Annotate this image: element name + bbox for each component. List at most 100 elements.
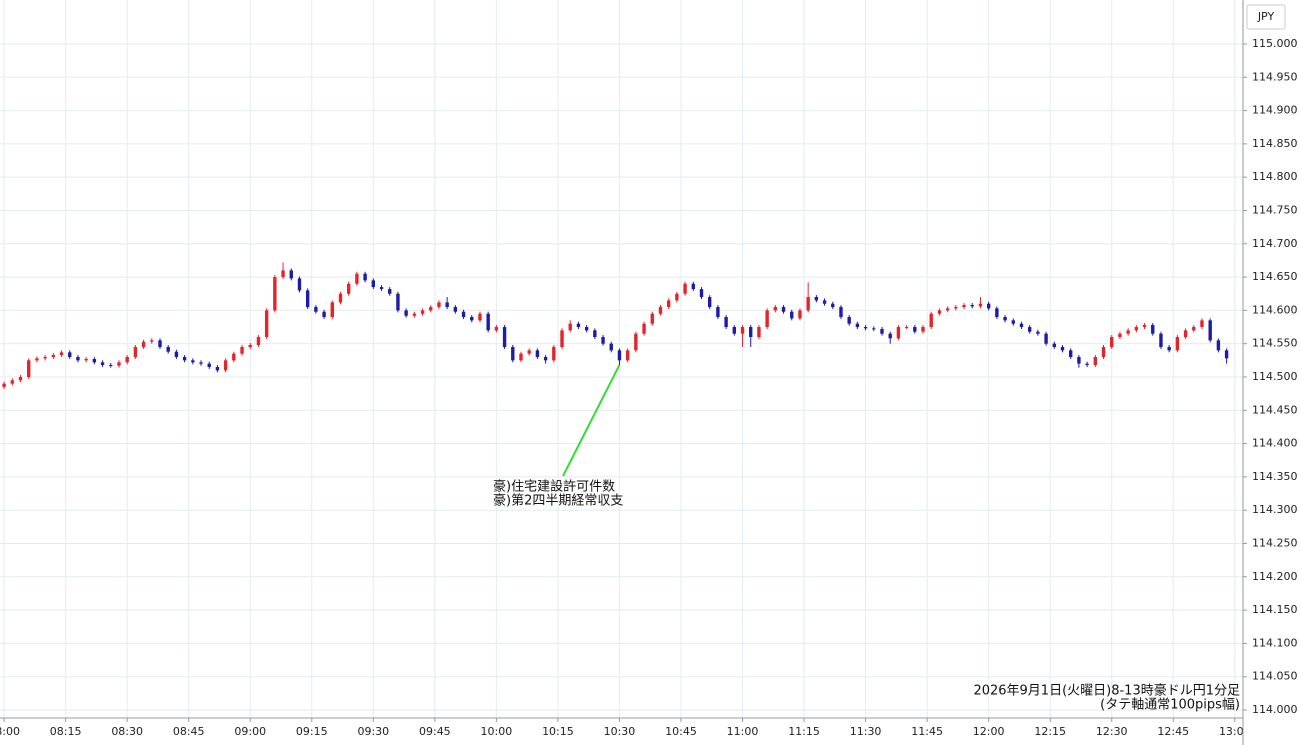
candle-body <box>207 363 211 367</box>
candle-body <box>1110 337 1114 348</box>
candle-body <box>675 293 679 301</box>
candle-body <box>822 300 827 304</box>
candle-body <box>552 347 556 361</box>
candle-body <box>199 362 203 364</box>
candle-body <box>724 317 728 328</box>
candle-body <box>1019 323 1024 328</box>
candle-body <box>305 290 310 308</box>
candle-body <box>568 323 572 331</box>
candle-body <box>1167 347 1171 351</box>
candle-body <box>281 270 285 278</box>
candle-body <box>109 364 113 366</box>
candle-body <box>256 337 261 346</box>
candle-body <box>691 283 695 290</box>
candle-body <box>240 347 244 354</box>
candles <box>2 262 1229 389</box>
y-tick-label: 114.900 <box>1252 104 1298 117</box>
candle-body <box>962 305 966 308</box>
candle-body <box>625 350 630 361</box>
candle-body <box>1159 333 1163 348</box>
candle-body <box>273 277 277 311</box>
candle-body <box>798 310 802 319</box>
x-tick-label: 10:00 <box>481 725 513 738</box>
candle-body <box>1224 350 1229 359</box>
y-tick-label: 114.300 <box>1252 503 1298 516</box>
candle-body <box>1085 363 1089 365</box>
candle-body <box>1027 327 1032 332</box>
candle-body <box>617 350 622 361</box>
candle-body <box>133 347 138 358</box>
candle-body <box>453 307 458 312</box>
candle-body <box>716 307 720 318</box>
candle-body <box>1060 347 1065 351</box>
y-tick-label: 114.800 <box>1252 170 1298 183</box>
candle-body <box>1036 331 1040 334</box>
candle-body <box>749 327 753 338</box>
candle-body <box>248 345 252 348</box>
candle-body <box>478 313 482 321</box>
candle-body <box>814 297 819 301</box>
x-tick-label: 13:00 <box>1219 725 1251 738</box>
candle-body <box>1183 330 1188 338</box>
y-tick-label: 114.400 <box>1252 437 1298 450</box>
candle-body <box>371 280 376 288</box>
y-tick-label: 114.200 <box>1252 570 1298 583</box>
y-tick-label: 114.600 <box>1252 303 1298 316</box>
candle-body <box>642 323 646 334</box>
candle-body <box>2 383 6 387</box>
candle-body <box>141 341 146 348</box>
candle-body <box>232 353 236 361</box>
candle-body <box>978 303 983 307</box>
y-tick-label: 114.050 <box>1252 670 1298 683</box>
candle-body <box>437 302 441 308</box>
candle-body <box>560 330 564 348</box>
candle-body <box>535 350 540 358</box>
candle-body <box>35 358 39 361</box>
candle-body <box>322 311 326 318</box>
candle-body <box>945 308 950 311</box>
candle-body <box>470 317 474 321</box>
x-tick-label: 11:30 <box>850 725 882 738</box>
candle-body <box>215 366 220 371</box>
candle-body <box>707 297 712 308</box>
candle-body <box>904 327 909 329</box>
candle-body <box>576 323 581 328</box>
y-tick-label: 115.000 <box>1252 37 1298 50</box>
candle-body <box>223 360 228 371</box>
candle-body <box>1216 340 1221 351</box>
candle-body <box>765 310 769 328</box>
candle-body <box>1200 320 1204 328</box>
candle-body <box>986 303 991 309</box>
candle-body <box>117 362 121 366</box>
candle-body <box>264 310 269 338</box>
candle-body <box>429 307 433 311</box>
y-tick-label: 114.450 <box>1252 403 1298 416</box>
candle-body <box>166 347 170 352</box>
candle-body <box>666 300 671 308</box>
candle-body <box>502 327 507 348</box>
y-tick-label: 114.750 <box>1252 203 1298 216</box>
candle-body <box>297 278 302 291</box>
candle-body <box>1044 333 1048 344</box>
x-tick-label: 12:00 <box>973 725 1005 738</box>
x-tick-label: 09:45 <box>419 725 451 738</box>
x-tick-label: 08:15 <box>50 725 82 738</box>
candle-body <box>396 293 400 311</box>
candle-body <box>346 283 351 294</box>
candle-body <box>847 317 851 324</box>
candle-body <box>174 351 179 358</box>
candle-body <box>150 340 154 342</box>
x-axis: 08:00 08:15 08:30 08:45 09:00 09:15 09:30 09:45… <box>0 718 1251 738</box>
x-tick-label: 12:30 <box>1096 725 1128 738</box>
candle-body <box>872 328 876 330</box>
x-tick-label: 10:45 <box>665 725 697 738</box>
y-tick-label: 114.100 <box>1252 636 1298 649</box>
candle-body <box>773 307 778 311</box>
candle-body <box>494 327 499 331</box>
candle-body <box>388 289 392 294</box>
note: (タテ軸通常100pips幅) <box>1100 698 1240 713</box>
candle-body <box>404 310 408 316</box>
candle-body <box>831 303 835 308</box>
y-tick-label: 114.500 <box>1252 370 1298 383</box>
